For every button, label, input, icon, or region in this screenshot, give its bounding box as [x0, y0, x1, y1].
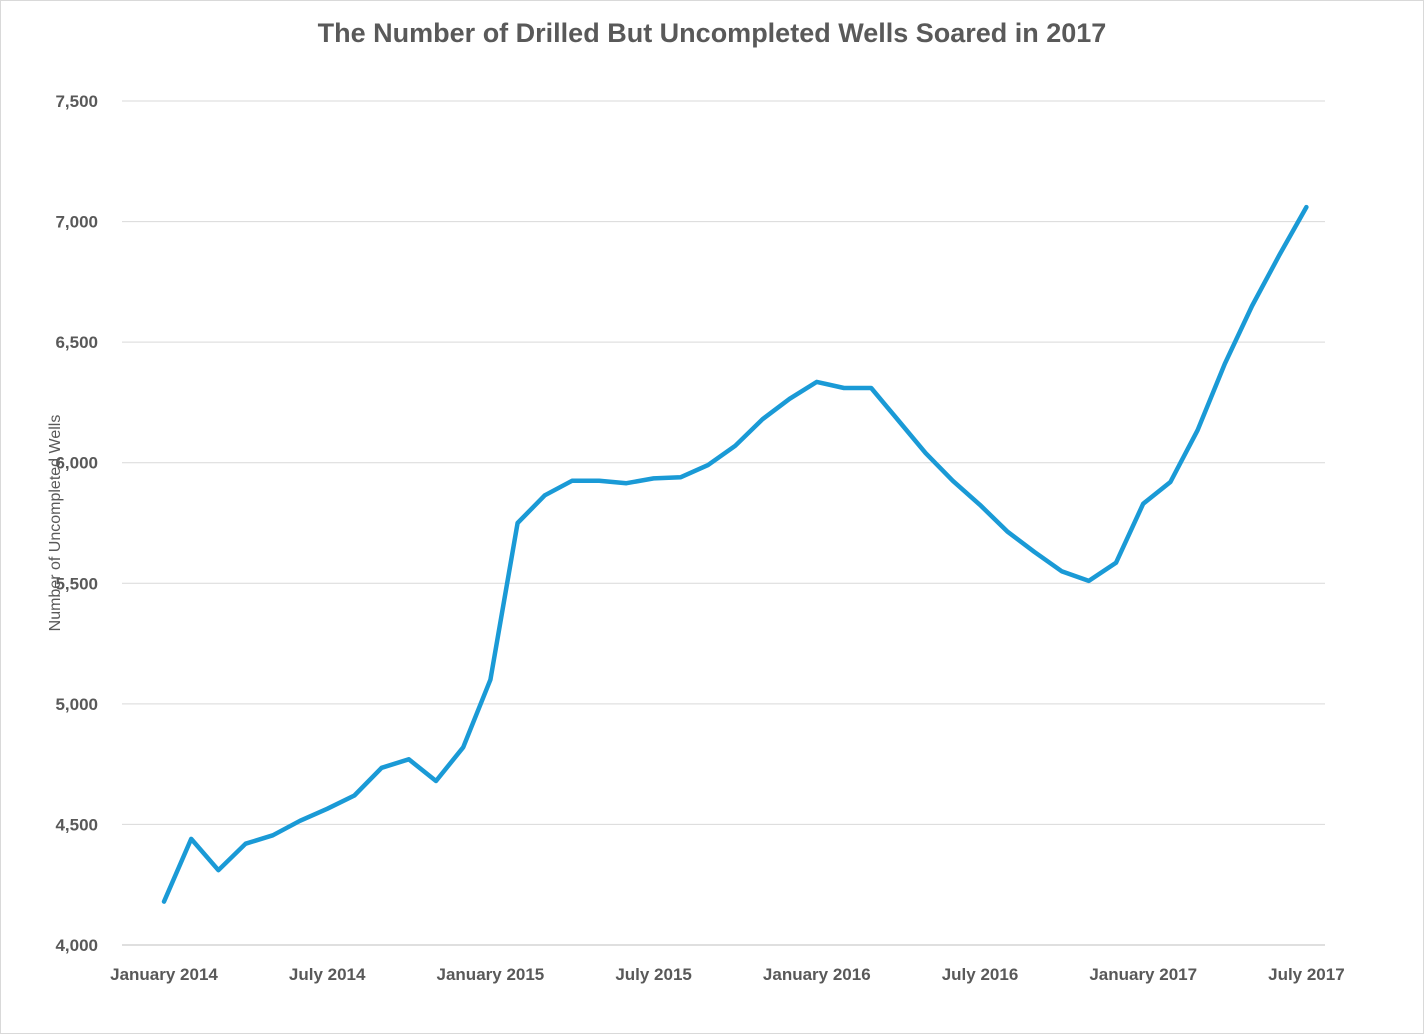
x-tick-label: July 2016: [942, 965, 1019, 984]
x-tick-label: January 2015: [437, 965, 545, 984]
x-tick-label: July 2014: [289, 965, 366, 984]
x-tick-label: January 2014: [110, 965, 218, 984]
gridlines: [122, 100, 1325, 946]
y-tick-label: 7,500: [55, 92, 98, 111]
x-tick-label: January 2017: [1089, 965, 1197, 984]
y-tick-labels: 4,000 4,500 5,000 5,500 6,000 6,500 7,000 7,500: [55, 92, 98, 955]
x-tick-label: July 2017: [1268, 965, 1345, 984]
y-tick-label: 4,500: [55, 815, 98, 834]
y-tick-label: 5,000: [55, 695, 98, 714]
x-tick-label: January 2016: [763, 965, 871, 984]
y-tick-label: 7,000: [55, 213, 98, 232]
y-tick-label: 6,500: [55, 333, 98, 352]
y-tick-label: 4,000: [55, 936, 98, 955]
series-line: [161, 204, 1309, 904]
series-lines: [161, 204, 1309, 904]
chart-title: The Number of Drilled But Uncompleted We…: [317, 18, 1107, 48]
x-tick-label: July 2015: [615, 965, 692, 984]
y-tick-label: 6,000: [55, 454, 98, 473]
x-tick-labels: January 2014 July 2014 January 2015 July 20…: [110, 965, 1345, 984]
y-tick-label: 5,500: [55, 574, 98, 593]
